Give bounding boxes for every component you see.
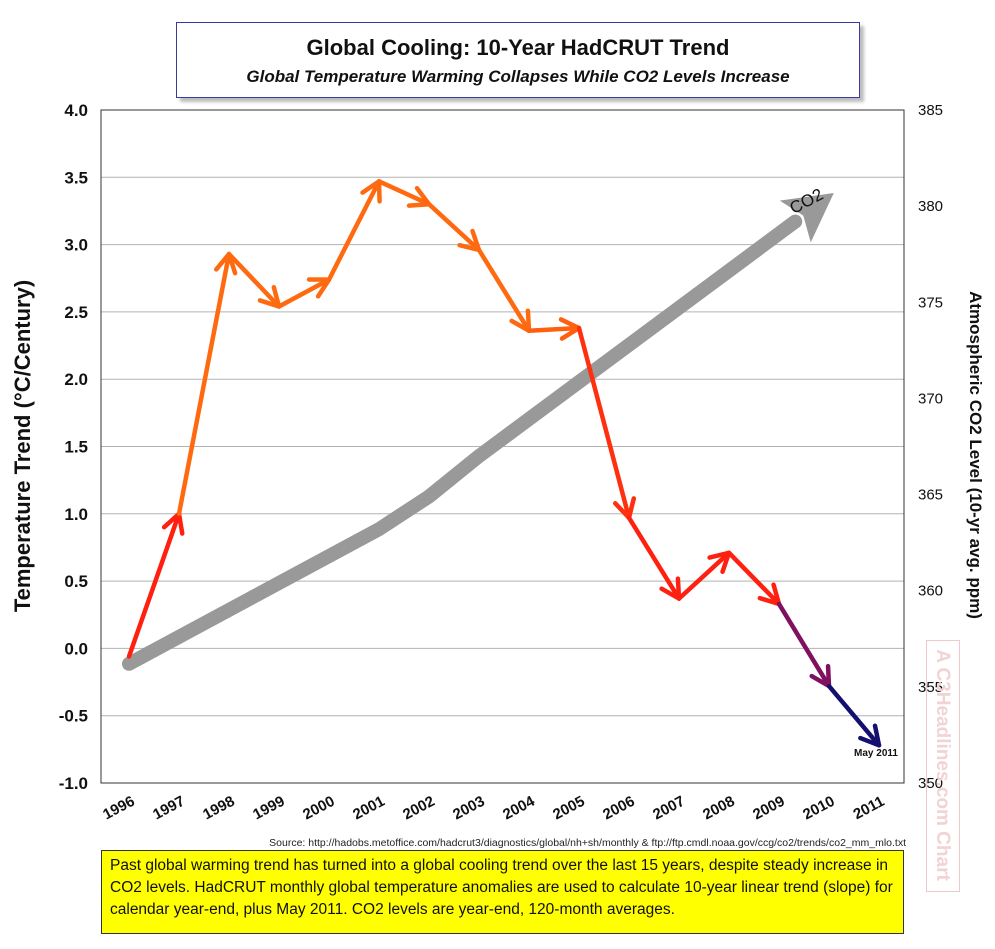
temperature-segment: [126, 511, 182, 659]
y2-tick-label: 370: [918, 390, 943, 407]
temperature-segment: [326, 179, 382, 282]
temperature-segment: [526, 325, 582, 333]
y2-tick-label: 355: [918, 679, 943, 696]
y-tick-label: 2.0: [64, 370, 88, 389]
x-tick-label: 1997: [150, 793, 187, 824]
y-tick-label: 0.0: [64, 639, 88, 658]
chart-title-box: Global Cooling: 10-Year HadCRUT Trend Gl…: [176, 22, 860, 98]
x-tick-label: 2009: [750, 793, 787, 824]
temperature-segment: [576, 325, 632, 521]
y-tick-label: 2.5: [64, 303, 88, 322]
temperature-segment: [626, 515, 682, 601]
source-text: Source: http://hadobs.metoffice.com/hadc…: [269, 837, 906, 849]
temperature-segment: [176, 251, 232, 517]
temperature-segment: [476, 247, 532, 333]
y2-tick-label: 350: [918, 775, 943, 792]
x-tick-label: 2003: [450, 793, 487, 824]
watermark-frame: [926, 640, 960, 892]
y-tick-label: -0.5: [59, 707, 88, 726]
y2-tick-label: 375: [918, 294, 943, 311]
co2-series: [122, 192, 834, 671]
x-tick-label: 1999: [250, 793, 287, 824]
plot-area: [100, 109, 905, 784]
temperature-segment: [676, 550, 732, 601]
co2-arrowhead: [779, 192, 834, 243]
x-tick-label: 2004: [500, 792, 538, 823]
co2-line: [122, 214, 803, 671]
y-tick-label: 3.5: [64, 168, 88, 187]
x-tick-label: 2000: [300, 793, 337, 824]
x-tick-label: 2006: [600, 793, 637, 824]
x-tick-label: 2001: [350, 793, 387, 824]
note-box: Past global warming trend has turned int…: [101, 850, 904, 934]
x-tick-label: 1996: [100, 793, 137, 824]
y2-tick-label: 365: [918, 487, 943, 504]
x-tick-label: 2010: [800, 793, 837, 824]
temperature-segment: [226, 251, 282, 309]
temperature-segment: [376, 179, 432, 207]
temperature-segment: [776, 601, 832, 689]
y2-tick-label: 385: [918, 102, 943, 119]
x-tick-label: 2002: [400, 793, 437, 824]
y-tick-label: 1.0: [64, 505, 88, 524]
y-axis-label: Temperature Trend (°C/Century): [10, 280, 35, 612]
note-text: Past global warming trend has turned int…: [110, 857, 893, 918]
temperature-segment: [276, 277, 332, 309]
y-axis-ticks: 4.0 3.5 3.0 2.5 2.0 1.5 1.0 0.5 0.0 -0.5 -1.0: [59, 101, 88, 793]
chart-subtitle: Global Temperature Warming Collapses Whi…: [246, 67, 790, 86]
x-axis-ticks: 1996 1997 1998 1999 2000 2001 2002 2003 2004 2005…: [100, 792, 887, 823]
may-2011-annotation: May 2011: [854, 748, 898, 759]
watermark: A C3Headlines.com Chart: [932, 649, 953, 881]
temperature-series: [126, 179, 882, 748]
temperature-segment: [426, 201, 482, 253]
y-tick-label: 1.5: [64, 438, 88, 457]
temperature-segment: [826, 683, 882, 748]
x-tick-label: 1998: [200, 793, 237, 824]
temperature-point: [878, 744, 880, 747]
y2-axis-label: Atmospheric CO2 Level (10-yr avg. ppm): [966, 291, 985, 619]
y-tick-label: -1.0: [59, 774, 88, 793]
chart-title: Global Cooling: 10-Year HadCRUT Trend: [306, 35, 730, 60]
y2-tick-label: 380: [918, 198, 943, 215]
x-tick-label: 2011: [851, 793, 888, 823]
temperature-segment: [726, 550, 782, 607]
y-tick-label: 0.5: [64, 572, 88, 591]
y-tick-label: 3.0: [64, 236, 88, 255]
y2-axis-ticks: 385 380 375 370 365 360 355 350: [918, 102, 943, 792]
x-tick-label: 2008: [700, 793, 737, 824]
y2-tick-label: 360: [918, 583, 943, 600]
x-tick-label: 2005: [550, 793, 587, 824]
x-tick-label: 2007: [650, 793, 687, 824]
y-tick-label: 4.0: [64, 101, 88, 120]
